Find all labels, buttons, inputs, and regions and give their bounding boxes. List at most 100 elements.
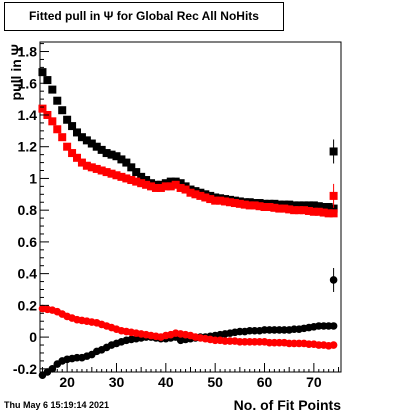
- data-point-series-2: [171, 180, 180, 189]
- data-point-series-2: [206, 195, 215, 204]
- data-point-series-2: [107, 169, 116, 178]
- data-point-series-2: [245, 201, 254, 210]
- data-point-series-2: [161, 182, 170, 191]
- data-point-series-2: [275, 204, 284, 213]
- data-point-series-2: [216, 196, 225, 205]
- y-tick-label: 1.2: [18, 139, 38, 155]
- data-point-series-2: [290, 206, 299, 215]
- y-tick-label: 0.2: [18, 297, 38, 313]
- data-point-series-2: [156, 183, 165, 192]
- data-point-series-2: [295, 206, 304, 215]
- data-point-series-4: [329, 341, 338, 349]
- data-point-series-2: [181, 185, 190, 194]
- data-point-series-2: [73, 153, 82, 162]
- data-point-series-2: [53, 125, 62, 134]
- data-point-series-2: [285, 205, 294, 214]
- data-point-series-1: [285, 200, 294, 209]
- x-tick-label: 30: [109, 374, 125, 390]
- data-point-series-1: [329, 204, 338, 213]
- x-tick-label: 50: [207, 374, 223, 390]
- data-point-series-2: [87, 163, 96, 172]
- y-tick-label: -0.2: [13, 361, 37, 377]
- data-point-series-1: [117, 155, 126, 164]
- data-point-series-2: [186, 188, 195, 197]
- data-point-series-2: [299, 206, 308, 215]
- data-point-series-1: [309, 201, 318, 210]
- data-point-series-3: [329, 322, 338, 330]
- data-point-series-1: [63, 115, 72, 124]
- y-tick-label: 1.4: [18, 107, 38, 123]
- data-point-series-2: [151, 183, 160, 192]
- data-point-series-1: [319, 203, 328, 211]
- data-point-series-2: [137, 179, 146, 188]
- data-point-series-1: [58, 106, 67, 115]
- x-tick-label: 20: [59, 374, 75, 390]
- data-point-overflow: [329, 191, 338, 200]
- data-point-series-2: [196, 191, 205, 200]
- data-point-series-1: [304, 201, 313, 210]
- y-tick-label: 0: [29, 329, 37, 345]
- data-point-series-2: [221, 197, 230, 206]
- data-point-series-2: [63, 142, 72, 151]
- data-point-series-1: [107, 150, 116, 159]
- data-point-series-2: [68, 149, 77, 158]
- data-point-series-1: [82, 136, 91, 145]
- data-point-series-1: [127, 163, 136, 172]
- data-point-series-1: [77, 133, 86, 142]
- data-point-series-1: [68, 122, 77, 131]
- y-tick-label: 1.6: [18, 75, 38, 91]
- data-point-series-2: [211, 196, 220, 205]
- data-point-series-2: [319, 208, 328, 217]
- data-point-series-2: [329, 209, 338, 218]
- data-point-series-2: [240, 200, 249, 209]
- data-point-series-1: [176, 179, 185, 188]
- data-point-series-2: [77, 158, 86, 167]
- data-point-series-2: [314, 207, 323, 216]
- y-tick-label: 0.4: [18, 266, 38, 282]
- data-point-series-2: [280, 204, 289, 213]
- data-point-series-2: [309, 207, 318, 216]
- data-point-series-2: [97, 166, 106, 175]
- data-point-series-2: [102, 168, 111, 177]
- data-point-series-2: [112, 171, 121, 180]
- data-point-series-2: [324, 209, 333, 218]
- data-point-series-2: [250, 201, 259, 210]
- data-point-series-2: [58, 133, 67, 142]
- data-point-series-1: [122, 158, 131, 167]
- y-tick-label: 0.8: [18, 202, 38, 218]
- data-point-overflow: [329, 276, 338, 284]
- data-point-series-1: [137, 172, 146, 181]
- data-point-series-2: [132, 177, 141, 186]
- data-point-series-1: [87, 139, 96, 148]
- x-tick-label: 70: [306, 374, 322, 390]
- data-point-series-1: [314, 202, 323, 211]
- data-point-series-1: [324, 203, 333, 211]
- data-point-series-1: [48, 85, 57, 94]
- data-point-series-2: [230, 199, 239, 208]
- data-point-series-2: [235, 199, 244, 208]
- data-point-series-1: [166, 177, 175, 186]
- y-tick-label: 1: [29, 170, 37, 186]
- data-point-series-2: [117, 172, 126, 181]
- data-point-series-1: [299, 201, 308, 210]
- data-point-series-2: [270, 203, 279, 212]
- y-tick-label: 1.8: [18, 44, 38, 60]
- data-point-series-1: [295, 201, 304, 210]
- data-point-series-3: [48, 365, 57, 373]
- data-point-series-2: [147, 182, 156, 191]
- data-point-series-2: [260, 203, 269, 211]
- data-point-series-1: [38, 68, 47, 77]
- y-axis-title: pull in Ψ: [8, 44, 24, 100]
- data-point-series-1: [290, 201, 299, 210]
- data-point-series-2: [127, 176, 136, 185]
- data-point-series-2: [48, 117, 57, 126]
- data-point-series-1: [92, 142, 101, 151]
- data-point-series-1: [102, 149, 111, 158]
- data-point-series-2: [38, 104, 47, 113]
- data-point-series-1: [132, 168, 141, 177]
- x-axis-title: No. of Fit Points: [234, 397, 342, 413]
- data-point-series-1: [53, 96, 62, 105]
- data-point-series-2: [176, 183, 185, 192]
- data-point-series-2: [122, 174, 131, 183]
